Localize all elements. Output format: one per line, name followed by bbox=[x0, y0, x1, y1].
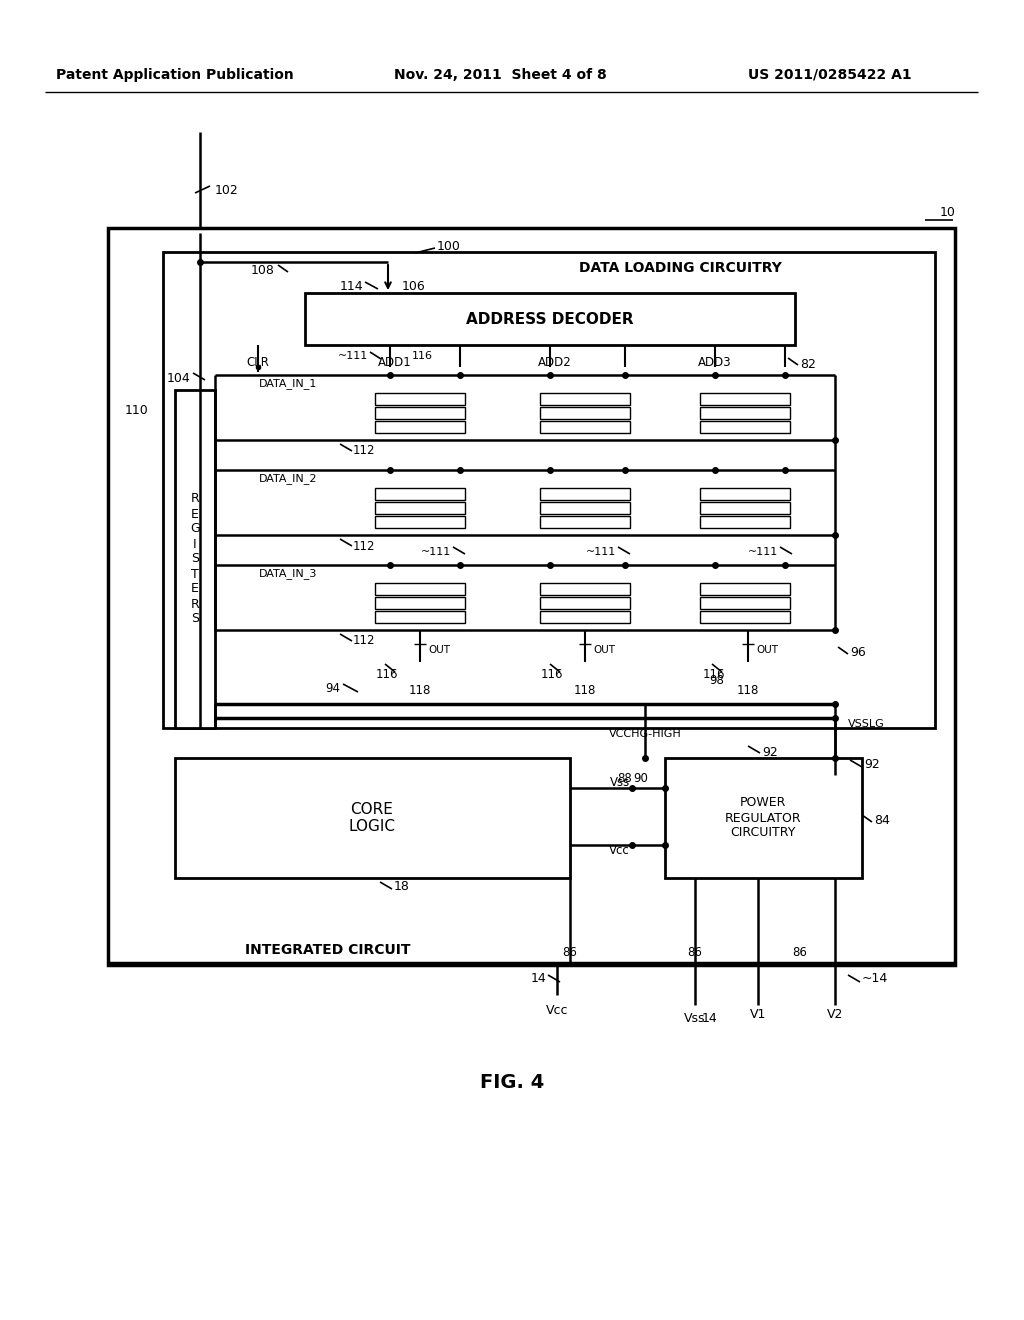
Bar bbox=[540, 407, 630, 418]
Text: VCCHG-HIGH: VCCHG-HIGH bbox=[608, 729, 681, 739]
Text: Patent Application Publication: Patent Application Publication bbox=[56, 69, 294, 82]
Text: 112: 112 bbox=[353, 635, 376, 648]
Bar bbox=[540, 488, 630, 500]
Text: POWER
REGULATOR
CIRCUITRY: POWER REGULATOR CIRCUITRY bbox=[725, 796, 802, 840]
Text: 96: 96 bbox=[850, 645, 865, 659]
Text: Vcc: Vcc bbox=[546, 1003, 568, 1016]
Text: CORE
LOGIC: CORE LOGIC bbox=[348, 801, 395, 834]
Text: 100: 100 bbox=[437, 240, 461, 253]
Text: OUT: OUT bbox=[428, 645, 450, 655]
Text: 14: 14 bbox=[702, 1011, 718, 1024]
Text: 116: 116 bbox=[541, 668, 563, 681]
Text: Vcc: Vcc bbox=[609, 843, 630, 857]
Bar bbox=[175, 758, 570, 878]
Text: 92: 92 bbox=[762, 746, 778, 759]
Text: ~111: ~111 bbox=[748, 546, 778, 557]
Bar bbox=[700, 488, 790, 500]
Text: 86: 86 bbox=[687, 945, 702, 958]
Text: V2: V2 bbox=[826, 1008, 843, 1022]
Bar bbox=[700, 597, 790, 609]
Bar bbox=[700, 393, 790, 405]
Bar bbox=[540, 611, 630, 623]
Text: 18: 18 bbox=[394, 880, 410, 894]
Text: 104: 104 bbox=[166, 371, 190, 384]
Bar bbox=[700, 611, 790, 623]
Text: US 2011/0285422 A1: US 2011/0285422 A1 bbox=[749, 69, 911, 82]
Text: VSSLG: VSSLG bbox=[848, 719, 885, 729]
Text: 102: 102 bbox=[215, 183, 239, 197]
Text: DATA_IN_3: DATA_IN_3 bbox=[259, 569, 317, 579]
Bar bbox=[305, 293, 795, 345]
Text: 94: 94 bbox=[325, 681, 340, 694]
Bar bbox=[700, 516, 790, 528]
Bar bbox=[375, 407, 465, 418]
Bar bbox=[175, 389, 215, 729]
Bar bbox=[700, 421, 790, 433]
Text: 92: 92 bbox=[864, 759, 880, 771]
Text: 118: 118 bbox=[737, 684, 759, 697]
Bar bbox=[540, 516, 630, 528]
Bar bbox=[540, 583, 630, 595]
Text: 86: 86 bbox=[562, 945, 578, 958]
Bar bbox=[163, 252, 935, 729]
Text: 116: 116 bbox=[412, 351, 433, 360]
Text: 90: 90 bbox=[633, 771, 648, 784]
Text: FIG. 4: FIG. 4 bbox=[480, 1072, 544, 1092]
Text: OUT: OUT bbox=[593, 645, 615, 655]
Text: ADD3: ADD3 bbox=[698, 355, 732, 368]
Text: 118: 118 bbox=[573, 684, 596, 697]
Bar bbox=[540, 421, 630, 433]
Bar bbox=[700, 407, 790, 418]
Text: ADD1: ADD1 bbox=[378, 355, 412, 368]
Text: 110: 110 bbox=[124, 404, 148, 417]
Text: R
E
G
I
S
T
E
R
S: R E G I S T E R S bbox=[190, 492, 200, 626]
Bar bbox=[375, 583, 465, 595]
Text: Vss: Vss bbox=[609, 776, 630, 788]
Bar bbox=[540, 597, 630, 609]
Text: OUT: OUT bbox=[756, 645, 778, 655]
Text: 84: 84 bbox=[874, 813, 890, 826]
Text: 82: 82 bbox=[800, 359, 816, 371]
Bar bbox=[375, 393, 465, 405]
Text: 10: 10 bbox=[940, 206, 955, 219]
Bar bbox=[375, 597, 465, 609]
Bar bbox=[375, 488, 465, 500]
Text: 116: 116 bbox=[702, 668, 725, 681]
Text: 112: 112 bbox=[353, 445, 376, 458]
Bar bbox=[375, 516, 465, 528]
Text: V1: V1 bbox=[750, 1008, 766, 1022]
Text: 86: 86 bbox=[793, 945, 808, 958]
Text: 88: 88 bbox=[617, 771, 632, 784]
Text: 112: 112 bbox=[353, 540, 376, 553]
Bar bbox=[700, 502, 790, 513]
Text: 98: 98 bbox=[710, 673, 724, 686]
Text: ADD2: ADD2 bbox=[539, 355, 571, 368]
Text: ~111: ~111 bbox=[586, 546, 616, 557]
Text: 116: 116 bbox=[376, 668, 398, 681]
Bar bbox=[665, 758, 862, 878]
Bar bbox=[700, 583, 790, 595]
Text: Vss: Vss bbox=[684, 1011, 706, 1024]
Bar bbox=[375, 611, 465, 623]
Text: ~111: ~111 bbox=[338, 351, 368, 360]
Text: DATA LOADING CIRCUITRY: DATA LOADING CIRCUITRY bbox=[579, 261, 781, 275]
Text: ~14: ~14 bbox=[862, 973, 888, 986]
Text: Nov. 24, 2011  Sheet 4 of 8: Nov. 24, 2011 Sheet 4 of 8 bbox=[393, 69, 606, 82]
Text: INTEGRATED CIRCUIT: INTEGRATED CIRCUIT bbox=[245, 942, 411, 957]
Bar bbox=[540, 502, 630, 513]
Bar bbox=[540, 393, 630, 405]
Text: CLR: CLR bbox=[247, 355, 269, 368]
Text: DATA_IN_2: DATA_IN_2 bbox=[259, 474, 317, 484]
Text: 108: 108 bbox=[251, 264, 275, 276]
Text: DATA_IN_1: DATA_IN_1 bbox=[259, 379, 317, 389]
Text: ~111: ~111 bbox=[421, 546, 451, 557]
Bar bbox=[375, 502, 465, 513]
Text: 118: 118 bbox=[409, 684, 431, 697]
Text: 106: 106 bbox=[402, 280, 426, 293]
Text: ADDRESS DECODER: ADDRESS DECODER bbox=[466, 312, 634, 326]
Bar bbox=[375, 421, 465, 433]
Text: 114: 114 bbox=[339, 280, 362, 293]
Text: 14: 14 bbox=[530, 973, 546, 986]
Bar bbox=[108, 228, 955, 965]
